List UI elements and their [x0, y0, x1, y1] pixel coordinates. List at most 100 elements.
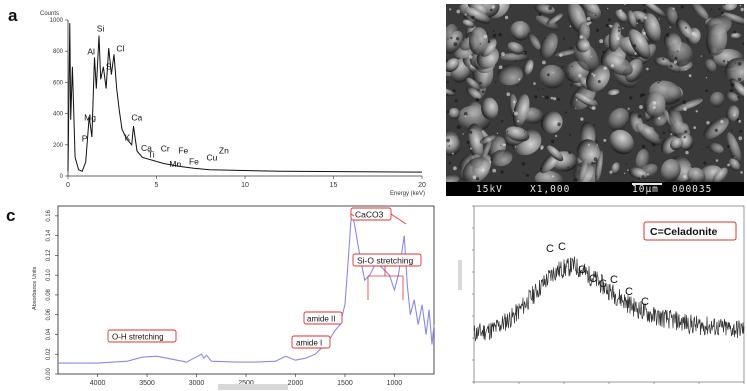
ftir-x-tick-label: 3500 — [139, 380, 155, 387]
annotation-caco3: CaCO3 — [350, 207, 407, 225]
sem-speck — [450, 36, 453, 40]
sem-speck — [688, 74, 692, 78]
sem-speck — [674, 134, 677, 136]
sem-grain — [579, 4, 600, 15]
sem-speck — [626, 122, 628, 124]
sem-speck — [489, 161, 491, 163]
sem-grain — [665, 6, 678, 26]
sem-grain — [606, 88, 620, 96]
sem-grain — [709, 91, 725, 108]
sem-speck — [469, 147, 472, 150]
sem-speck — [683, 107, 687, 111]
eds-peak-label: Mg — [84, 113, 96, 123]
eds-peak-label: Cu — [206, 153, 217, 163]
sem-speck — [533, 82, 536, 85]
sem-speck — [703, 161, 707, 165]
sem-speck — [710, 8, 712, 11]
sem-grain — [446, 135, 461, 156]
sem-speck — [682, 135, 684, 137]
annotation-caco3-label: CaCO3 — [355, 210, 384, 220]
sem-speck — [737, 62, 742, 66]
sem-grain — [660, 158, 681, 182]
sem-speck — [616, 105, 618, 107]
sem-speck — [624, 4, 626, 5]
eds-peak-label: Al — [87, 46, 95, 56]
xrd-pattern-line — [473, 256, 745, 342]
sem-speck — [534, 95, 538, 99]
sem-speck — [595, 28, 599, 32]
sem-grain — [628, 29, 651, 60]
sem-speck — [550, 96, 554, 100]
sem-speck — [538, 13, 542, 16]
sem-speck — [649, 71, 651, 73]
sem-grain — [712, 167, 728, 184]
sem-speck — [637, 114, 642, 119]
sem-speck — [621, 27, 624, 30]
sem-speck — [517, 120, 520, 123]
sem-speck — [540, 168, 543, 170]
sem-speck — [504, 15, 509, 20]
sem-speck — [446, 81, 449, 84]
xrd-celadonite-marker: C — [610, 274, 618, 286]
sem-speck — [591, 72, 594, 75]
sem-speck — [588, 99, 590, 102]
xrd-legend-text: C=Celadonite — [650, 226, 718, 238]
sem-grain — [448, 107, 461, 120]
sem-speck — [462, 39, 464, 41]
annotation-amide-i: amide I — [291, 335, 331, 349]
eds-peak-label: K — [125, 133, 131, 143]
sem-speck — [490, 158, 493, 161]
sem-speck — [575, 99, 578, 101]
sem-speck — [691, 180, 693, 182]
sem-grain — [654, 57, 670, 67]
sem-speck — [487, 40, 491, 44]
sem-grain — [446, 30, 464, 54]
sem-grain — [609, 129, 634, 155]
sem-speck — [469, 130, 473, 134]
sem-grain — [730, 32, 742, 40]
sem-speck — [466, 140, 470, 144]
eds-y-tick-label: 0 — [60, 174, 64, 180]
xrd-legend-box: C=Celadonite — [643, 221, 737, 241]
sem-speck — [607, 7, 609, 10]
eds-y-tick-label: 200 — [53, 143, 64, 149]
sem-speck — [638, 177, 640, 180]
sem-speck — [516, 85, 518, 87]
sem-speck — [568, 133, 572, 136]
sem-grain — [553, 49, 577, 57]
sem-speck — [498, 4, 500, 5]
sem-speck — [608, 24, 611, 27]
sem-speck — [464, 13, 467, 16]
sem-speck — [537, 88, 539, 90]
sem-micrograph: 15kV X1,000 10µm 000035 — [446, 4, 744, 196]
xrd-y-axis-label-smudge — [458, 260, 462, 290]
sem-speck — [498, 65, 503, 70]
sem-speck — [506, 92, 511, 97]
sem-speck — [638, 19, 641, 22]
sem-speck — [684, 130, 688, 134]
sem-speck — [593, 124, 596, 126]
panel-label-c: c — [6, 206, 16, 225]
annotation-amide-ii-label: amide II — [307, 315, 335, 324]
sem-speck — [512, 100, 516, 104]
sem-speck — [740, 7, 744, 12]
xrd-celadonite-marker: C — [589, 273, 597, 285]
ftir-y-tick-label: 0.16 — [46, 209, 52, 221]
sem-grain — [466, 77, 481, 92]
eds-y-axis-label: Counts — [40, 11, 59, 17]
eds-y-tick-label: 1000 — [50, 18, 64, 24]
sem-speck — [627, 107, 630, 110]
sem-grain — [708, 142, 724, 154]
eds-x-axis-label: Energy (keV) — [390, 191, 425, 197]
sem-grain — [576, 139, 600, 164]
ftir-y-tick-label: 0.04 — [46, 328, 52, 340]
sem-grain — [724, 57, 744, 83]
sem-grain — [704, 59, 717, 73]
sem-speck — [735, 62, 737, 64]
sem-speck — [683, 174, 687, 179]
sem-speck — [454, 99, 458, 103]
sem-speck — [542, 60, 546, 65]
sem-speck — [705, 89, 708, 93]
sem-speck — [625, 163, 628, 165]
sem-speck — [666, 33, 670, 37]
